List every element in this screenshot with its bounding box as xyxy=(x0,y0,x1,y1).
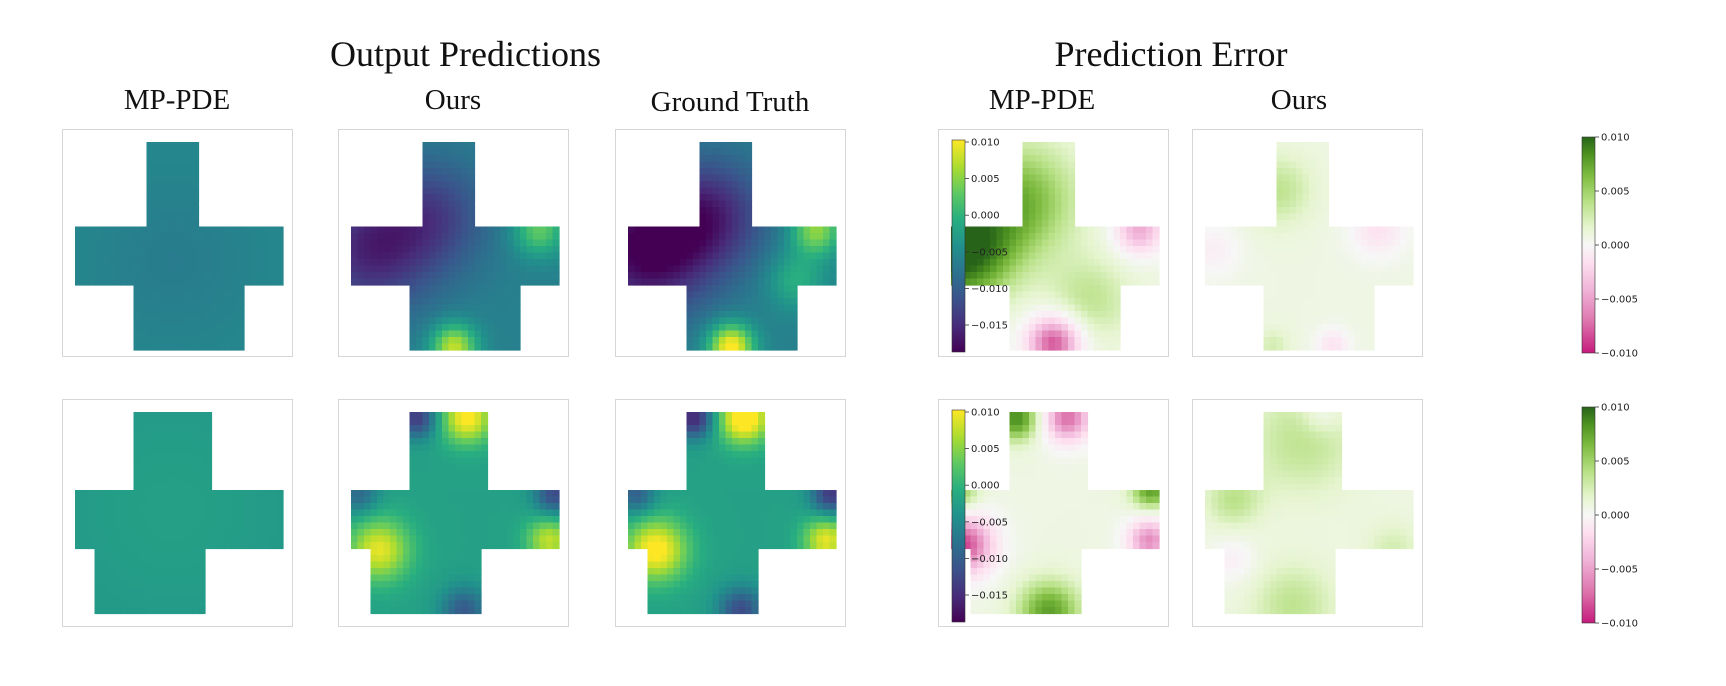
panel-mp-pde-pred-row1 xyxy=(62,129,293,357)
output-predictions-title: Output Predictions xyxy=(330,34,601,74)
panel-ours-error-row1-heatmap xyxy=(1205,142,1414,351)
viridis-row2-tick-label: 0.005 xyxy=(971,444,1000,455)
piyg-row2-tick-label: −0.010 xyxy=(1601,619,1638,630)
piyg-row1-tick-label: −0.010 xyxy=(1601,349,1638,360)
piyg-row2-tick-label: −0.005 xyxy=(1601,565,1638,576)
viridis-row2-tick-label: 0.000 xyxy=(971,481,1000,492)
panel-mp-pde-error-row1 xyxy=(938,129,1169,357)
panel-ours-pred-row1 xyxy=(338,129,569,357)
viridis-colorbar-row2: 0.010 0.005 0.000 −0.005 −0.010 −0.015 xyxy=(951,408,1008,623)
piyg-colorbar-row1: 0.010 0.005 0.000 −0.005 −0.010 xyxy=(1581,133,1638,360)
piyg-row2-tick-label: 0.010 xyxy=(1601,403,1630,414)
viridis-row1-tick-label: 0.010 xyxy=(971,138,1000,149)
panel-mp-pde-pred-row2-heatmap xyxy=(75,412,284,615)
panel-ground-truth-row1 xyxy=(615,129,846,357)
piyg-row2-tick-label: 0.000 xyxy=(1601,511,1630,522)
col-title-ours-error: Ours xyxy=(1270,84,1328,116)
piyg-row1-tick-label: −0.005 xyxy=(1601,295,1638,306)
panel-ours-pred-row2-heatmap xyxy=(351,412,560,615)
panel-ours-error-row2 xyxy=(1192,399,1423,627)
col-title-ground-truth: Ground Truth xyxy=(650,86,810,118)
viridis-row2-tick-label: −0.010 xyxy=(971,554,1008,565)
viridis-row1-tick-label: −0.015 xyxy=(971,321,1008,332)
panel-ours-error-row2-heatmap xyxy=(1205,412,1414,615)
viridis-row2-tick-label: −0.015 xyxy=(971,591,1008,602)
panel-mp-pde-error-row2-heatmap xyxy=(951,412,1160,615)
panel-mp-pde-pred-row2 xyxy=(62,399,293,627)
col-title-mp-pde-error: MP-PDE xyxy=(988,84,1096,116)
viridis-row2-tick-label: −0.005 xyxy=(971,517,1008,528)
viridis-row1-tick-label: −0.005 xyxy=(971,247,1008,258)
panel-mp-pde-error-row2 xyxy=(938,399,1169,627)
piyg-row1-tick-label: 0.005 xyxy=(1601,187,1630,198)
col-title-ours-pred: Ours xyxy=(424,84,482,116)
panel-ground-truth-row1-heatmap xyxy=(628,142,837,351)
panel-mp-pde-pred-row1-heatmap xyxy=(75,142,284,351)
panel-ours-pred-row1-heatmap xyxy=(351,142,560,351)
panel-ours-error-row1 xyxy=(1192,129,1423,357)
viridis-row1-tick-label: −0.010 xyxy=(971,284,1008,295)
viridis-row1-tick-label: 0.000 xyxy=(971,211,1000,222)
piyg-colorbar-row2: 0.010 0.005 0.000 −0.005 −0.010 xyxy=(1581,403,1638,630)
viridis-row2-tick-label: 0.010 xyxy=(971,408,1000,419)
viridis-colorbar-row1: 0.010 0.005 0.000 −0.005 −0.010 −0.015 xyxy=(951,138,1008,353)
piyg-row1-tick-label: 0.010 xyxy=(1601,133,1630,144)
viridis-row1-tick-label: 0.005 xyxy=(971,174,1000,185)
panel-ground-truth-row2-heatmap xyxy=(628,412,837,615)
piyg-row1-tick-label: 0.000 xyxy=(1601,241,1630,252)
panel-ground-truth-row2 xyxy=(615,399,846,627)
prediction-error-title: Prediction Error xyxy=(1054,34,1288,74)
col-title-mp-pde-pred: MP-PDE xyxy=(123,84,231,116)
panel-ours-pred-row2 xyxy=(338,399,569,627)
piyg-row2-tick-label: 0.005 xyxy=(1601,457,1630,468)
panel-mp-pde-error-row1-heatmap xyxy=(951,142,1160,351)
